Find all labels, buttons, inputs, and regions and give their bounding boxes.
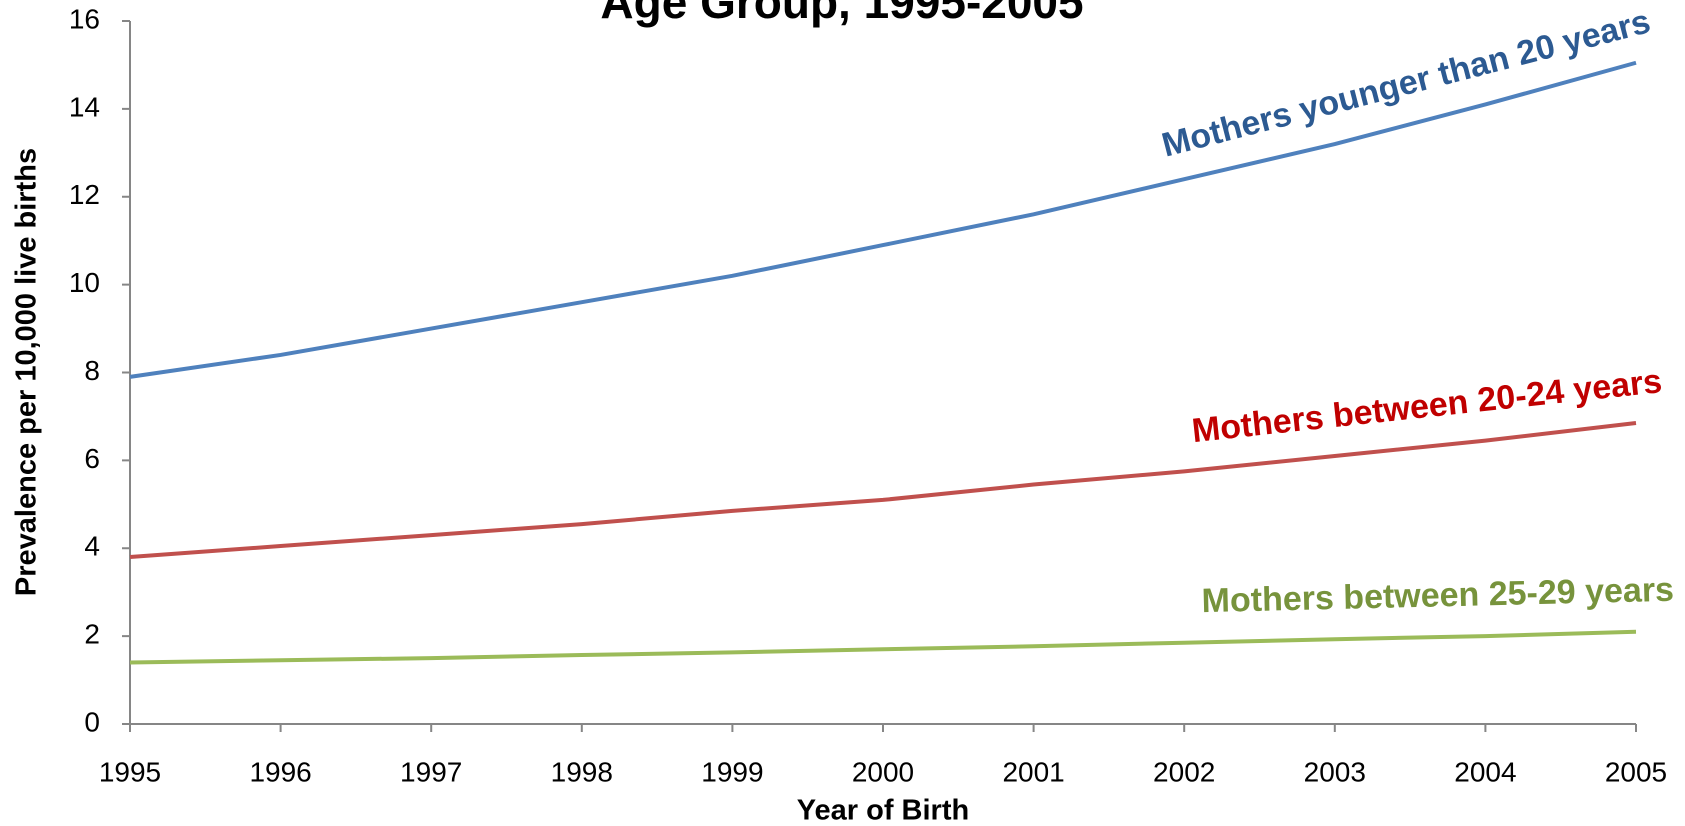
x-tick-label: 2001 — [1002, 756, 1064, 787]
x-axis-title: Year of Birth — [797, 795, 969, 826]
y-tick-label: 4 — [84, 531, 100, 562]
x-tick-label: 1998 — [551, 756, 613, 787]
x-tick-label: 2004 — [1454, 756, 1516, 787]
y-axis-title: Prevalence per 10,000 live births — [11, 148, 43, 596]
y-tick-label: 2 — [84, 619, 100, 650]
series-label: Mothers between 25-29 years — [1201, 571, 1674, 620]
x-tick-label: 1997 — [400, 756, 462, 787]
series-label: Mothers younger than 20 years — [1158, 2, 1654, 164]
y-tick-label: 14 — [69, 91, 100, 122]
chart-title: Age Group, 1995-2005 — [600, 0, 1083, 28]
y-tick-label: 6 — [84, 443, 100, 474]
y-tick-label: 10 — [69, 267, 100, 298]
x-tick-label: 2005 — [1605, 756, 1667, 787]
x-tick-label: 2003 — [1304, 756, 1366, 787]
y-tick-label: 16 — [69, 3, 100, 34]
x-tick-label: 1999 — [701, 756, 763, 787]
series-line — [129, 629, 1637, 665]
series-line — [129, 421, 1637, 560]
y-tick-label: 8 — [84, 355, 100, 386]
y-tick-label: 12 — [69, 179, 100, 210]
x-tick-label: 1996 — [249, 756, 311, 787]
x-tick-label: 1995 — [99, 756, 161, 787]
x-tick-label: 2000 — [852, 756, 914, 787]
series-line — [129, 60, 1637, 379]
y-tick-label: 0 — [84, 706, 100, 737]
x-tick-label: 2002 — [1153, 756, 1215, 787]
series-label: Mothers between 20-24 years — [1190, 362, 1664, 450]
